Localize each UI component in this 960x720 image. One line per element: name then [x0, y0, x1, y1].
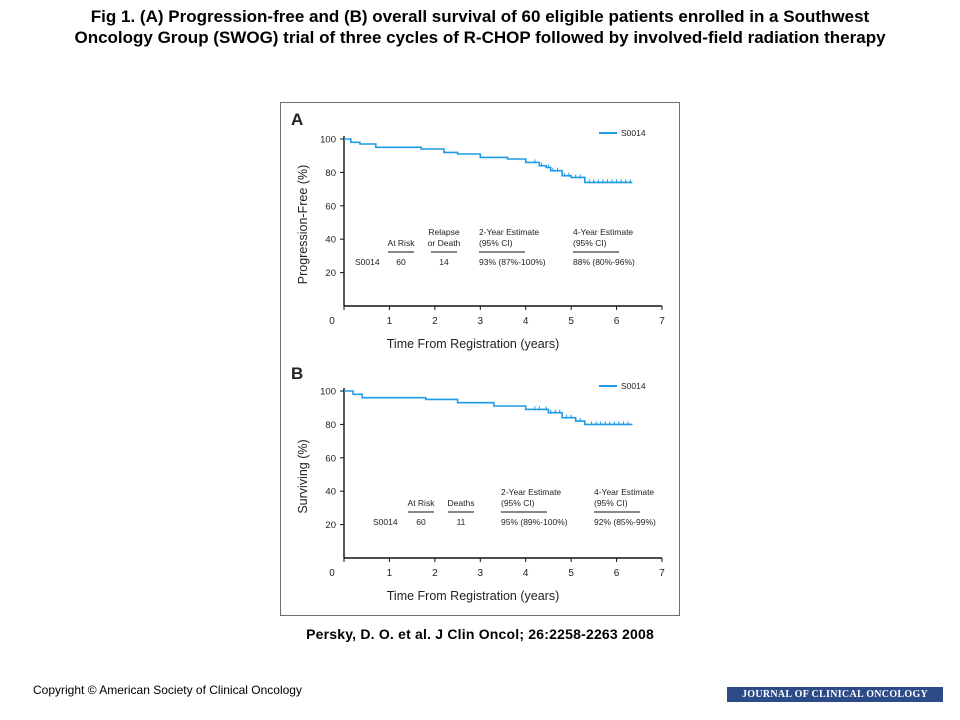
panel-b-x-tick-label: 4 — [523, 568, 529, 579]
panel-a-y-tick-label: 80 — [325, 168, 336, 179]
panel-a-x-tick-label: 7 — [659, 316, 665, 327]
panel-a-table-cell: 93% (87%-100%) — [479, 257, 546, 267]
figure-title-line-2: Oncology Group (SWOG) trial of three cyc… — [74, 28, 886, 47]
panel-a-table-cell: 60 — [396, 257, 406, 267]
panel-b-x-tick-label: 6 — [614, 568, 620, 579]
panel-b-table-header: (95% CI) — [594, 498, 628, 508]
panel-a-y-tick-label: 40 — [325, 235, 336, 246]
panel-a-table-header: (95% CI) — [479, 238, 513, 248]
panel-a-survival-curve — [344, 138, 633, 184]
panel-a-y-tick-label: 100 — [320, 135, 336, 146]
panel-b-table-header: 2-Year Estimate — [501, 487, 561, 497]
survival-figure: A 20 40 60 80 100 0 1 2 3 4 5 6 7 Time From Registrati… — [280, 102, 680, 616]
panel-b-x-axis-label: Time From Registration (years) — [387, 589, 560, 603]
panel-b-table-header: At Risk — [408, 498, 436, 508]
panel-a-legend-label: S0014 — [621, 128, 646, 138]
figure-title-line-1: Fig 1. (A) Progression-free and (B) over… — [90, 7, 870, 26]
panel-b-table-row-label: S0014 — [373, 517, 398, 527]
panel-b-x-tick-label: 2 — [432, 568, 438, 579]
panel-b-table-cell: 60 — [416, 517, 426, 527]
panel-b-table-header: (95% CI) — [501, 498, 535, 508]
panel-b-y-tick-label: 20 — [325, 520, 336, 531]
panel-a-y-axis-label: Progression-Free (%) — [296, 165, 310, 284]
panel-b-y-tick-label: 80 — [325, 420, 336, 431]
panel-a-table-header: 4-Year Estimate — [573, 227, 633, 237]
panel-a-table-header: Relapse — [428, 227, 459, 237]
panel-a-table-header: (95% CI) — [573, 238, 607, 248]
panel-a-x-tick-label: 2 — [432, 316, 438, 327]
panel-a-y-tick-label: 20 — [325, 268, 336, 279]
panel-b-letter: B — [291, 364, 303, 383]
panel-a-x-axis-label: Time From Registration (years) — [387, 337, 560, 351]
panel-b-table-cell: 11 — [457, 517, 466, 527]
panel-b-y-tick-label: 100 — [320, 387, 336, 398]
panel-a-letter: A — [291, 110, 303, 129]
panel-b-y-axis-label: Surviving (%) — [296, 439, 310, 513]
panel-a-y-tick-label: 60 — [325, 201, 336, 212]
panel-b-y-tick-label: 60 — [325, 453, 336, 464]
panel-a-table-row-label: S0014 — [355, 257, 380, 267]
panel-a-table-cell: 14 — [439, 257, 449, 267]
panel-b-x-tick-label: 5 — [568, 568, 574, 579]
panel-a-table-header: 2-Year Estimate — [479, 227, 539, 237]
panel-a-x-tick-label: 4 — [523, 316, 529, 327]
panel-b-table-cell: 92% (85%-99%) — [594, 517, 656, 527]
panel-b-table-header: Deaths — [448, 498, 475, 508]
panel-a-x-tick-label: 6 — [614, 316, 620, 327]
panel-b-x-tick-label: 0 — [329, 568, 335, 579]
panel-a-table-header: At Risk — [388, 238, 416, 248]
panel-a-x-tick-label: 3 — [478, 316, 484, 327]
panel-b-x-tick-label: 3 — [478, 568, 484, 579]
panel-b-table-cell: 95% (89%-100%) — [501, 517, 568, 527]
panel-b-y-tick-label: 40 — [325, 487, 336, 498]
copyright-notice: Copyright © American Society of Clinical… — [33, 683, 302, 697]
figure-title: Fig 1. (A) Progression-free and (B) over… — [10, 6, 950, 48]
panel-a-x-tick-label: 5 — [568, 316, 574, 327]
panel-a-table-cell: 88% (80%-96%) — [573, 257, 635, 267]
citation: Persky, D. O. et al. J Clin Oncol; 26:22… — [306, 626, 654, 642]
journal-banner-logo: JOURNAL OF CLINICAL ONCOLOGY — [727, 687, 943, 702]
panel-a-table-header: or Death — [428, 238, 461, 248]
panel-a-x-tick-label: 0 — [329, 316, 335, 327]
panel-b-legend-label: S0014 — [621, 381, 646, 391]
panel-b-x-tick-label: 7 — [659, 568, 665, 579]
panel-b-x-tick-label: 1 — [387, 568, 393, 579]
panel-b-survival-curve — [344, 390, 633, 426]
panel-a-x-tick-label: 1 — [387, 316, 393, 327]
panel-b-table-header: 4-Year Estimate — [594, 487, 654, 497]
